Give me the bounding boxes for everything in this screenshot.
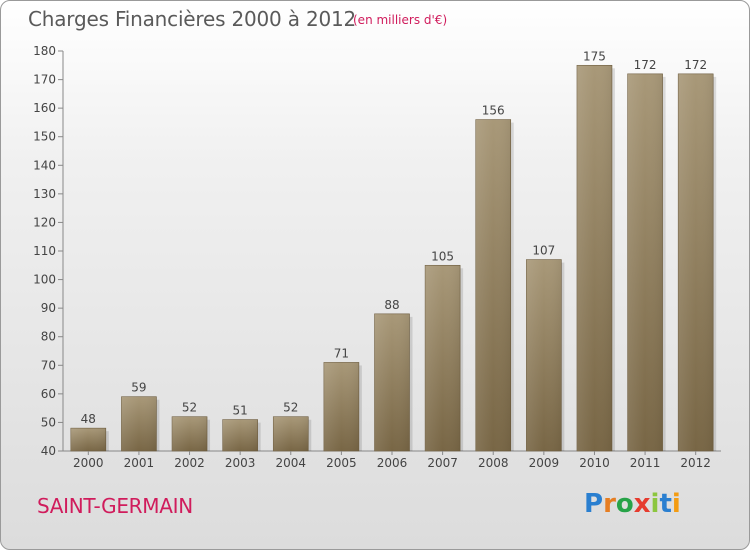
logo-letter: t <box>659 489 672 519</box>
logo-letter: i <box>650 489 660 519</box>
data-label-2012: 172 <box>684 58 707 72</box>
bar-highlight <box>172 416 208 451</box>
proxiti-logo[interactable]: Proxiti <box>584 489 681 519</box>
x-tick-label-2010: 2010 <box>579 456 610 470</box>
logo-letter: x <box>633 489 651 519</box>
data-label-2001: 59 <box>131 381 146 395</box>
data-label-2010: 175 <box>583 49 606 63</box>
x-tick-label-2012: 2012 <box>680 456 711 470</box>
chart-title: Charges Financières 2000 à 2012 <box>28 7 357 31</box>
y-tick-label: 70 <box>41 358 56 372</box>
data-label-2002: 52 <box>182 401 197 415</box>
data-label-2006: 88 <box>384 298 399 312</box>
bar-highlight <box>678 73 714 451</box>
bar-highlight <box>222 419 258 451</box>
logo-letter: r <box>603 489 616 519</box>
y-tick-label: 40 <box>41 444 56 458</box>
bar-highlight <box>273 416 309 451</box>
bar-highlight <box>475 119 511 452</box>
data-label-2008: 156 <box>482 104 505 118</box>
x-tick-label-2009: 2009 <box>529 456 560 470</box>
data-labels: 48 59 52 51 52 71 88 105 156 107 175 172 172 <box>81 49 707 426</box>
x-tick-labels: 2000 2001 2002 2003 2004 2005 2006 2007 2008 2009… <box>73 451 711 470</box>
bar-highlight <box>526 259 562 451</box>
x-tick-label-2005: 2005 <box>326 456 357 470</box>
bar-highlight <box>374 313 410 451</box>
y-tick-label: 150 <box>33 130 56 144</box>
y-tick-labels: 40 50 60 70 80 90 100 110 120 130 140 150 160 170 180 <box>33 44 63 458</box>
logo-letter: P <box>584 489 604 519</box>
y-tick-label: 120 <box>33 215 56 229</box>
x-tick-label-2000: 2000 <box>73 456 104 470</box>
bars <box>70 64 717 452</box>
y-tick-label: 130 <box>33 187 56 201</box>
x-tick-label-2002: 2002 <box>174 456 205 470</box>
data-label-2003: 51 <box>233 404 248 418</box>
bar-highlight <box>323 362 359 451</box>
y-tick-label: 160 <box>33 101 56 115</box>
y-tick-label: 60 <box>41 387 56 401</box>
y-tick-label: 180 <box>33 44 56 58</box>
commune-name: SAINT-GERMAIN <box>37 494 193 518</box>
bar-highlight <box>627 73 663 451</box>
y-tick-label: 80 <box>41 330 56 344</box>
data-label-2009: 107 <box>532 244 555 258</box>
bar-highlight <box>425 265 461 451</box>
chart-unit: (en milliers d'€) <box>353 13 448 27</box>
data-label-2000: 48 <box>81 412 96 426</box>
x-tick-label-2007: 2007 <box>427 456 458 470</box>
y-tick-label: 90 <box>41 301 56 315</box>
y-tick-label: 110 <box>33 244 56 258</box>
y-tick-label: 170 <box>33 73 56 87</box>
bar-highlight <box>70 428 106 451</box>
logo-letter: i <box>671 489 681 519</box>
y-tick-label: 140 <box>33 158 56 172</box>
x-tick-label-2011: 2011 <box>630 456 661 470</box>
x-tick-label-2004: 2004 <box>275 456 306 470</box>
logo-letter: o <box>615 489 634 519</box>
data-label-2004: 52 <box>283 401 298 415</box>
y-tick-label: 50 <box>41 415 56 429</box>
x-tick-label-2001: 2001 <box>124 456 155 470</box>
x-tick-label-2006: 2006 <box>377 456 408 470</box>
bar-highlight <box>121 396 157 451</box>
bar-highlight <box>576 65 612 452</box>
data-label-2007: 105 <box>431 249 454 263</box>
x-tick-label-2008: 2008 <box>478 456 509 470</box>
y-tick-label: 100 <box>33 273 56 287</box>
data-label-2011: 172 <box>634 58 657 72</box>
data-label-2005: 71 <box>334 346 349 360</box>
x-tick-label-2003: 2003 <box>225 456 256 470</box>
